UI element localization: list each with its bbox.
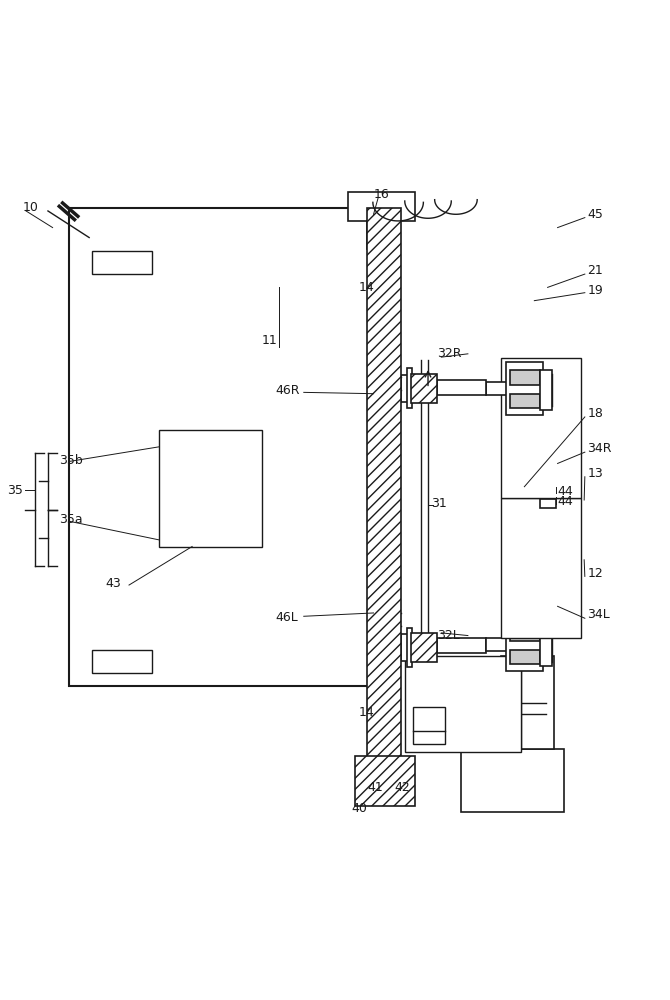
Text: 45: 45 — [588, 208, 604, 221]
Bar — [507, 618, 543, 671]
Text: 46L: 46L — [275, 611, 298, 624]
Bar — [510, 370, 539, 385]
Text: 12: 12 — [588, 567, 603, 580]
Bar — [367, 208, 401, 776]
Bar — [405, 656, 521, 752]
Text: 19: 19 — [588, 284, 603, 297]
Bar — [539, 499, 556, 508]
Bar — [92, 251, 152, 274]
Bar — [510, 626, 539, 641]
Bar — [500, 696, 515, 719]
Text: 41: 41 — [367, 781, 383, 794]
Text: 13: 13 — [588, 467, 603, 480]
Bar — [355, 756, 415, 806]
Bar — [507, 362, 543, 415]
Text: 32L: 32L — [437, 629, 460, 642]
Bar — [92, 650, 152, 673]
Bar — [510, 394, 539, 408]
Text: 34R: 34R — [588, 442, 612, 455]
Bar — [159, 430, 262, 547]
Bar — [501, 498, 581, 638]
Text: 11: 11 — [262, 334, 277, 347]
Bar — [501, 656, 554, 749]
Bar — [411, 374, 437, 403]
Bar — [69, 208, 375, 686]
Text: 43: 43 — [106, 577, 121, 590]
Text: 32R: 32R — [437, 347, 461, 360]
Bar — [385, 221, 399, 249]
Bar — [510, 650, 539, 664]
Bar — [411, 633, 437, 662]
Text: 35b: 35b — [59, 454, 83, 467]
Bar — [539, 370, 551, 410]
Text: 35: 35 — [7, 484, 23, 497]
Bar — [437, 638, 486, 653]
Text: 44: 44 — [557, 485, 574, 498]
Text: 10: 10 — [23, 201, 39, 214]
Bar — [539, 489, 556, 498]
Text: 14: 14 — [358, 281, 374, 294]
Text: 40: 40 — [352, 802, 367, 815]
Bar — [486, 638, 508, 651]
Bar — [348, 192, 415, 221]
Bar — [367, 221, 381, 249]
Text: 16: 16 — [374, 188, 389, 201]
Text: 44: 44 — [557, 495, 574, 508]
Bar — [539, 626, 551, 666]
Bar — [486, 382, 508, 395]
Bar — [437, 380, 486, 395]
Text: 35a: 35a — [59, 513, 83, 526]
Text: 18: 18 — [588, 407, 604, 420]
Bar — [401, 375, 411, 402]
Bar — [407, 628, 412, 667]
Bar — [413, 707, 446, 744]
Text: 42: 42 — [395, 781, 411, 794]
Text: 14: 14 — [358, 706, 374, 719]
Bar — [501, 358, 581, 498]
Text: 34L: 34L — [588, 608, 610, 621]
Text: 46R: 46R — [275, 384, 299, 397]
Bar — [407, 368, 412, 408]
Bar — [401, 634, 411, 661]
Text: 21: 21 — [588, 264, 603, 277]
Bar — [461, 749, 564, 812]
Text: 31: 31 — [431, 497, 447, 510]
